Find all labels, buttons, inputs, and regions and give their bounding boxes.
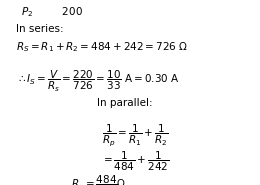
Text: In series:: In series: [16,24,63,34]
Text: $R_S = R_1 + R_2 = 484 + 242 = 726\ \Omega$: $R_S = R_1 + R_2 = 484 + 242 = 726\ \Ome… [16,41,188,55]
Text: $= \dfrac{1}{484} + \dfrac{1}{242}$: $= \dfrac{1}{484} + \dfrac{1}{242}$ [101,150,169,173]
Text: $R_p = \dfrac{484}{3}\Omega$: $R_p = \dfrac{484}{3}\Omega$ [71,174,127,185]
Text: $P_2$         200: $P_2$ 200 [21,6,83,19]
Text: In parallel:: In parallel: [97,98,153,108]
Text: $\dfrac{1}{R_p} = \dfrac{1}{R_1} + \dfrac{1}{R_2}$: $\dfrac{1}{R_p} = \dfrac{1}{R_1} + \dfra… [102,122,168,148]
Text: $\therefore I_S = \dfrac{V}{R_s} = \dfrac{220}{726} = \dfrac{10}{33}\ \mathrm{A}: $\therefore I_S = \dfrac{V}{R_s} = \dfra… [16,68,179,93]
